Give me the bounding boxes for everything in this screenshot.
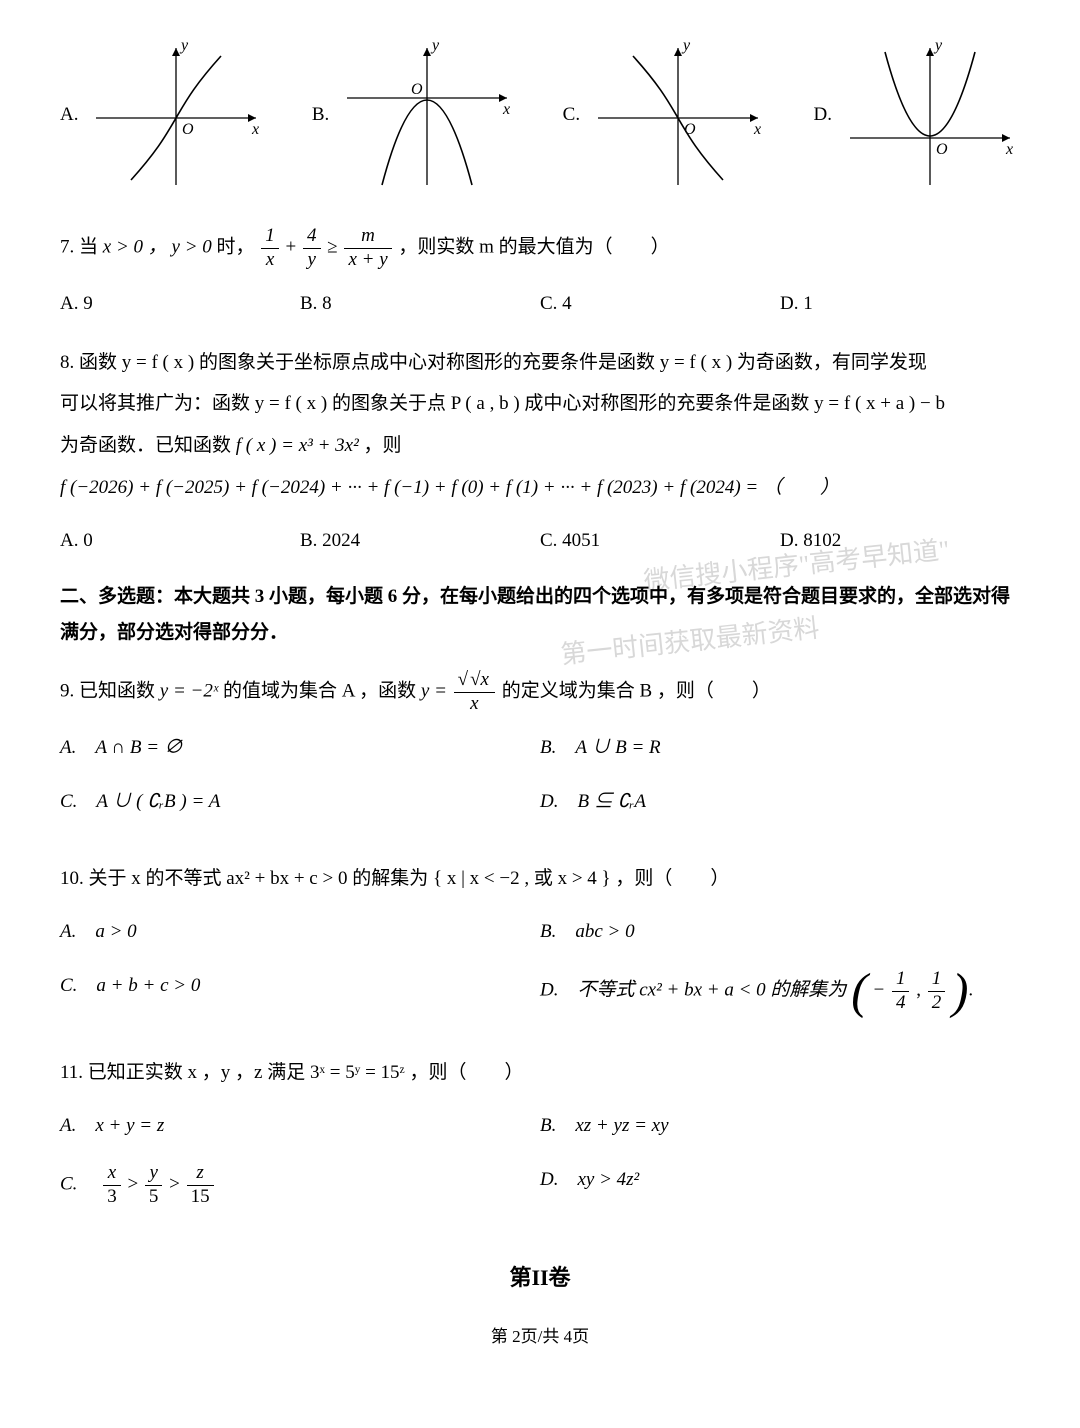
q10-options: A. a > 0 B. abc > 0 C. a + b + c > 0 D. …: [60, 914, 1020, 1033]
q9-mid2: 的定义域为集合 B ，则（ ）: [502, 681, 771, 702]
graph-c: y x O: [588, 40, 768, 190]
svg-text:O: O: [684, 121, 696, 138]
section-2-title: 二、多选题：本大题共 3 小题，每小题 6 分，在每小题给出的四个选项中，有多项…: [60, 586, 1010, 643]
q9-opt-c: C. A ∪ ( ∁ᵣB ) = A: [60, 784, 540, 820]
svg-text:O: O: [182, 121, 194, 138]
q9-opt-d: D. B ⊆ ∁ᵣA: [540, 784, 1020, 820]
page-footer: 第 2页/共 4页: [60, 1321, 1020, 1353]
q7-opt-c: C. 4: [540, 286, 780, 322]
graph-option-b: B. y x O: [312, 40, 517, 190]
option-label-a: A.: [60, 97, 78, 133]
q7-num: 7.: [60, 237, 74, 258]
q7-mid: 时，: [217, 237, 255, 258]
q10-text: 关于 x 的不等式 ax² + bx + c > 0 的解集为 { x | x …: [89, 868, 730, 889]
svg-text:x: x: [502, 101, 510, 118]
q9-f1: y = −2ˣ: [160, 681, 218, 702]
section-2-heading: 微信搜小程序"高考早知道" 第一时间获取最新资料 二、多选题：本大题共 3 小题…: [60, 579, 1020, 651]
q8-l3-post: ，则: [364, 435, 402, 456]
q9-pre: 已知函数: [79, 681, 160, 702]
q8-sum: f (−2026) + f (−2025) + f (−2024) + ··· …: [60, 477, 839, 498]
q7-opt-d: D. 1: [780, 286, 1020, 322]
option-label-d: D.: [813, 97, 831, 133]
q10-opt-b: B. abc > 0: [540, 914, 1020, 950]
graph-option-c: C. y x O: [563, 40, 768, 190]
graph-a: y x O: [86, 40, 266, 190]
q10-opt-d: D. 不等式 cx² + bx + a < 0 的解集为 ( − 14 , 12…: [540, 968, 1020, 1015]
graph-options-row: A. y x O B. y x O C.: [60, 40, 1020, 190]
part-2-title: 第II卷: [60, 1257, 1020, 1299]
q11-opt-b: B. xz + yz = xy: [540, 1108, 1020, 1144]
q9-opt-a: A. A ∩ B = ∅: [60, 730, 540, 766]
q11-opt-d: D. xy > 4z²: [540, 1162, 1020, 1209]
question-9: 9. 已知函数 y = −2ˣ 的值域为集合 A ，函数 y = √√xx 的定…: [60, 669, 1020, 716]
q8-options: A. 0 B. 2024 C. 4051 D. 8102: [60, 523, 1020, 559]
q8-opt-a: A. 0: [60, 523, 300, 559]
graph-option-d: D. y x O: [813, 40, 1019, 190]
option-label-b: B.: [312, 97, 329, 133]
q9-opt-b: B. A ∪ B = R: [540, 730, 1020, 766]
q11-text: 已知正实数 x ，y ，z 满足 3ˣ = 5ʸ = 15ᶻ ，则（ ）: [88, 1062, 524, 1083]
q11-options: A. x + y = z B. xz + yz = xy C. x3 > y5 …: [60, 1108, 1020, 1227]
q8-opt-d: D. 8102: [780, 523, 1020, 559]
q8-num: 8.: [60, 352, 74, 373]
svg-text:y: y: [430, 40, 440, 54]
q10-opt-a: A. a > 0: [60, 914, 540, 950]
svg-text:y: y: [933, 40, 943, 54]
graph-d: y x O: [840, 40, 1020, 190]
q9-mid1: 的值域为集合 A ，函数: [223, 681, 421, 702]
q7-opt-a: A. 9: [60, 286, 300, 322]
q10-num: 10.: [60, 868, 84, 889]
q8-l3-pre: 为奇函数．已知函数: [60, 435, 236, 456]
question-7: 7. 当 x > 0 ， y > 0 时， 1x + 4y ≥ mx + y ，…: [60, 225, 1020, 272]
svg-text:x: x: [1005, 141, 1013, 158]
q7-options: A. 9 B. 8 C. 4 D. 1: [60, 286, 1020, 322]
svg-text:O: O: [936, 141, 948, 158]
svg-text:y: y: [681, 40, 691, 54]
q9-options: A. A ∩ B = ∅ B. A ∪ B = R C. A ∪ ( ∁ᵣB )…: [60, 730, 1020, 838]
question-8: 8. 函数 y = f ( x ) 的图象关于坐标原点成中心对称图形的充要条件是…: [60, 342, 1020, 509]
q8-l2: 可以将其推广为：函数 y = f ( x ) 的图象关于点 P ( a , b …: [60, 393, 945, 414]
q8-opt-b: B. 2024: [300, 523, 540, 559]
graph-option-a: A. y x O: [60, 40, 266, 190]
question-10: 10. 关于 x 的不等式 ax² + bx + c > 0 的解集为 { x …: [60, 858, 1020, 900]
graph-b: y x O: [337, 40, 517, 190]
svg-text:y: y: [179, 40, 189, 54]
q10-opt-c: C. a + b + c > 0: [60, 968, 540, 1015]
q8-opt-c: C. 4051: [540, 523, 780, 559]
q7-opt-b: B. 8: [300, 286, 540, 322]
q11-opt-a: A. x + y = z: [60, 1108, 540, 1144]
option-label-c: C.: [563, 97, 580, 133]
svg-text:x: x: [753, 121, 761, 138]
q9-num: 9.: [60, 681, 74, 702]
svg-text:x: x: [251, 121, 259, 138]
q9-f2l: y =: [421, 681, 452, 702]
question-11: 11. 已知正实数 x ，y ，z 满足 3ˣ = 5ʸ = 15ᶻ ，则（ ）: [60, 1052, 1020, 1094]
q11-opt-c: C. x3 > y5 > z15: [60, 1162, 540, 1209]
q7-cond: x > 0 ， y > 0: [103, 237, 212, 258]
q11-num: 11.: [60, 1062, 83, 1083]
svg-text:O: O: [411, 81, 423, 98]
q8-l1: 函数 y = f ( x ) 的图象关于坐标原点成中心对称图形的充要条件是函数 …: [79, 352, 927, 373]
q7-pre: 当: [79, 237, 103, 258]
q7-post: ，则实数 m 的最大值为（ ）: [398, 237, 669, 258]
q8-fdef: f ( x ) = x³ + 3x²: [236, 435, 359, 456]
